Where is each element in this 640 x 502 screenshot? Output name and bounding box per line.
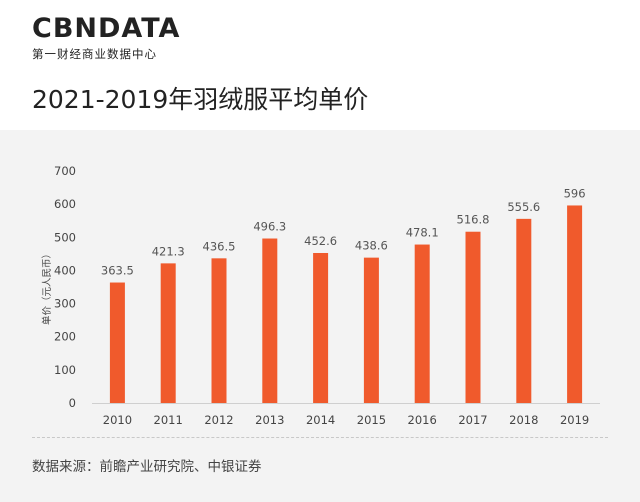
bar-value-label: 363.5 (101, 264, 134, 278)
bar (262, 238, 278, 403)
divider (32, 437, 608, 438)
x-tick-label: 2016 (408, 413, 437, 427)
x-tick-label: 2017 (458, 413, 487, 427)
bar (465, 231, 481, 403)
bar-value-label: 438.6 (355, 239, 388, 253)
bar-chart: 0 100 200 300 400 500 600 700 单价（元人民币） 363.5 2010 4… (41, 164, 600, 427)
x-tick-label: 2012 (204, 413, 233, 427)
x-tick-label: 2019 (560, 413, 589, 427)
bar-value-label: 596 (564, 186, 586, 200)
chart-title: 2021-2019年羽绒服平均单价 (32, 85, 369, 114)
bar-value-label: 421.3 (152, 244, 185, 258)
x-tick-label: 2013 (255, 413, 284, 427)
bar (414, 244, 430, 403)
x-tick-label: 2018 (509, 413, 538, 427)
brand-logo: CBNDATA 第一财经商业数据中心 (32, 14, 180, 62)
y-tick-label: 600 (54, 197, 76, 211)
y-tick-label: 100 (54, 363, 76, 377)
x-tick-label: 2014 (306, 413, 335, 427)
bar-value-label: 436.5 (203, 239, 236, 253)
bar-value-label: 555.6 (507, 200, 540, 214)
data-source: 数据来源：前瞻产业研究院、中银证券 (32, 459, 262, 475)
bar (109, 282, 125, 403)
y-tick-label: 700 (54, 164, 76, 178)
brand-wordmark: CBNDATA (32, 13, 181, 44)
brand-subtitle: 第一财经商业数据中心 (32, 47, 157, 61)
bar (211, 258, 227, 403)
y-tick-label: 400 (54, 263, 76, 277)
y-axis-title: 单价（元人民币） (41, 249, 53, 325)
bar-value-label: 478.1 (406, 226, 439, 240)
y-tick-label: 300 (54, 297, 76, 311)
x-tick-label: 2015 (357, 413, 386, 427)
bar (516, 218, 532, 403)
x-tick-label: 2011 (154, 413, 183, 427)
bar (313, 252, 329, 403)
bar-value-label: 496.3 (253, 220, 286, 234)
bar (160, 263, 176, 403)
y-tick-label: 500 (54, 230, 76, 244)
bar (363, 257, 379, 403)
bar-value-label: 516.8 (457, 213, 490, 227)
x-tick-label: 2010 (103, 413, 132, 427)
bar-value-label: 452.6 (304, 234, 337, 248)
bar (567, 205, 583, 403)
y-tick-label: 0 (69, 396, 76, 410)
y-tick-label: 200 (54, 330, 76, 344)
